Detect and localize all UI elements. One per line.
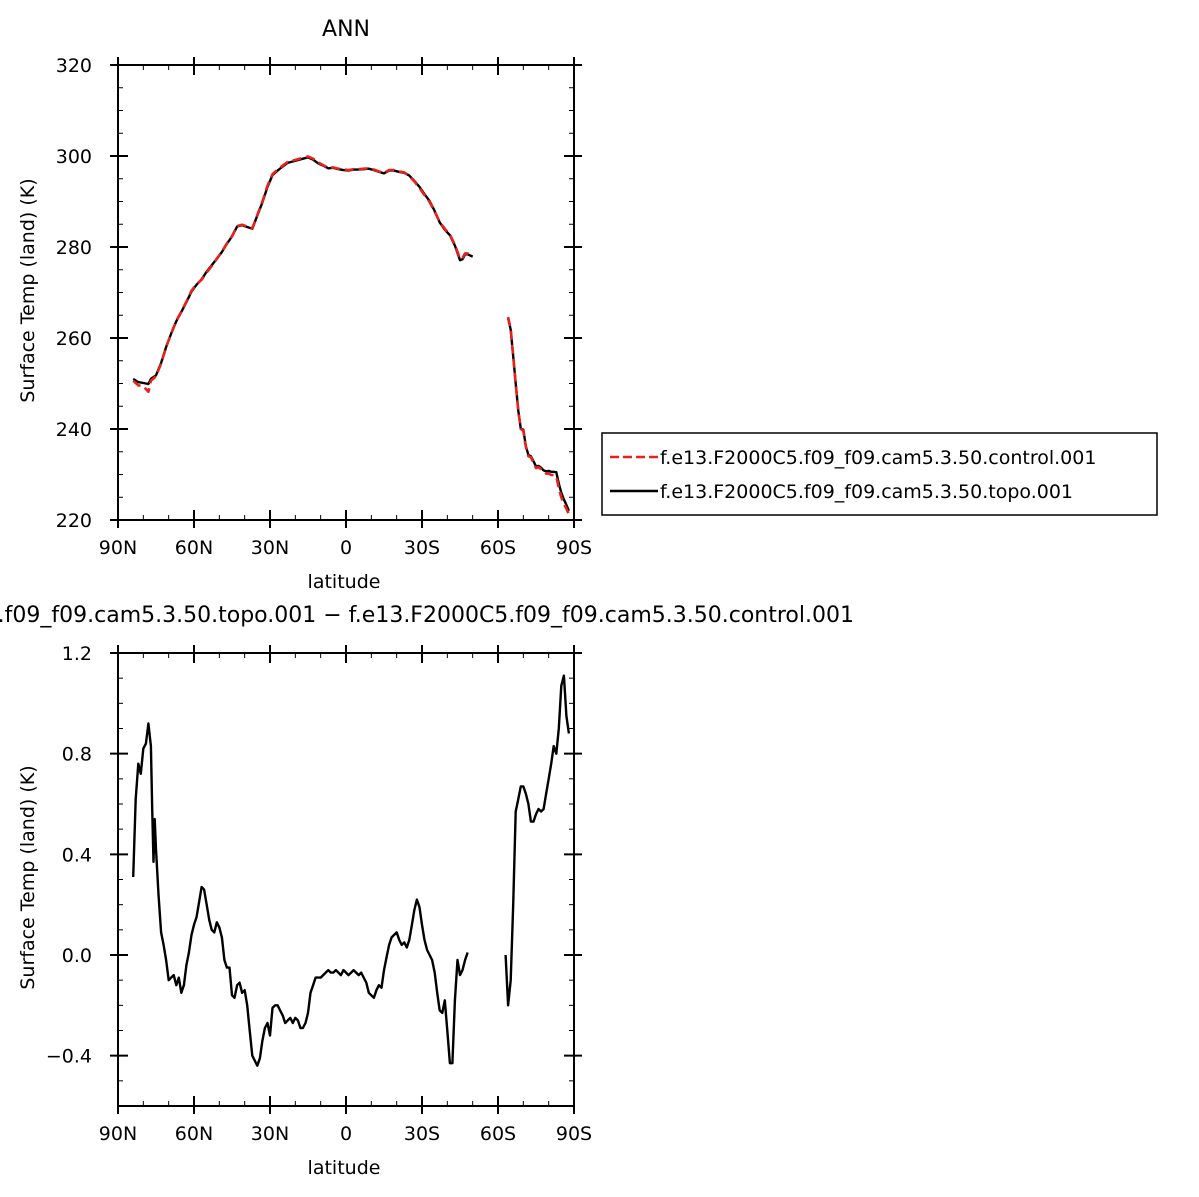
y-tick-label: 0.8	[62, 744, 92, 766]
plot-frame	[117, 652, 575, 1107]
x-tick-label: 30S	[404, 537, 440, 559]
x-tick-label: 60S	[480, 537, 516, 559]
x-tick-label: 0	[340, 537, 352, 559]
y-axis-label: Surface Temp (land) (K)	[17, 178, 39, 402]
lower-chart: 90N 60N 30N 0 30S 60S 90S −0.4 0.0 0.4 0.8 1.2 latit…	[0, 603, 854, 1179]
y-tick-label: 0.0	[62, 945, 92, 967]
x-tick-label: 60S	[480, 1123, 516, 1145]
y-tick-label: 320	[56, 55, 92, 77]
x-axis-label: latitude	[308, 571, 381, 593]
chart-title: f.e13.F2000C5.f09_f09.cam5.3.50.topo.001…	[0, 603, 854, 628]
chart-title: ANN	[322, 17, 370, 42]
y-tick-label: 1.2	[62, 643, 92, 665]
y-tick-label: 0.4	[62, 844, 92, 866]
x-tick-label: 30N	[251, 537, 289, 559]
series-line-1	[132, 722, 469, 1067]
y-tick-label: 300	[56, 146, 92, 168]
legend: f.e13.F2000C5.f09_f09.cam5.3.50.control.…	[601, 432, 1158, 516]
x-axis-label: latitude	[308, 1157, 381, 1179]
x-tick-label: 90N	[99, 537, 137, 559]
legend-label-1: f.e13.F2000C5.f09_f09.cam5.3.50.control.…	[660, 447, 1096, 469]
y-axis-label: Surface Temp (land) (K)	[17, 765, 39, 989]
y-tick-label: 240	[56, 419, 92, 441]
y-tick-label: 280	[56, 237, 92, 259]
series-line-1	[132, 155, 474, 393]
x-tick-label: 0	[340, 1123, 352, 1145]
legend-box	[601, 432, 1158, 516]
series-line-1	[506, 316, 571, 516]
y-tick-label: 260	[56, 328, 92, 350]
x-tick-label: 90N	[99, 1123, 137, 1145]
y-tick-label: −0.4	[46, 1046, 92, 1068]
y-tick-label: 220	[56, 510, 92, 532]
series-line-1	[504, 674, 571, 1007]
series-line-2	[506, 317, 571, 512]
x-tick-label: 90S	[556, 1123, 592, 1145]
legend-label-2: f.e13.F2000C5.f09_f09.cam5.3.50.topo.001	[660, 481, 1073, 503]
x-tick-label: 60N	[175, 537, 213, 559]
plot-frame	[117, 64, 575, 521]
upper-chart: 90N 60N 30N 0 30S 60S 90S 220 240 260 280 300 320 lat…	[17, 17, 592, 593]
x-tick-label: 30S	[404, 1123, 440, 1145]
x-tick-label: 60N	[175, 1123, 213, 1145]
x-tick-label: 90S	[556, 537, 592, 559]
x-tick-label: 30N	[251, 1123, 289, 1145]
